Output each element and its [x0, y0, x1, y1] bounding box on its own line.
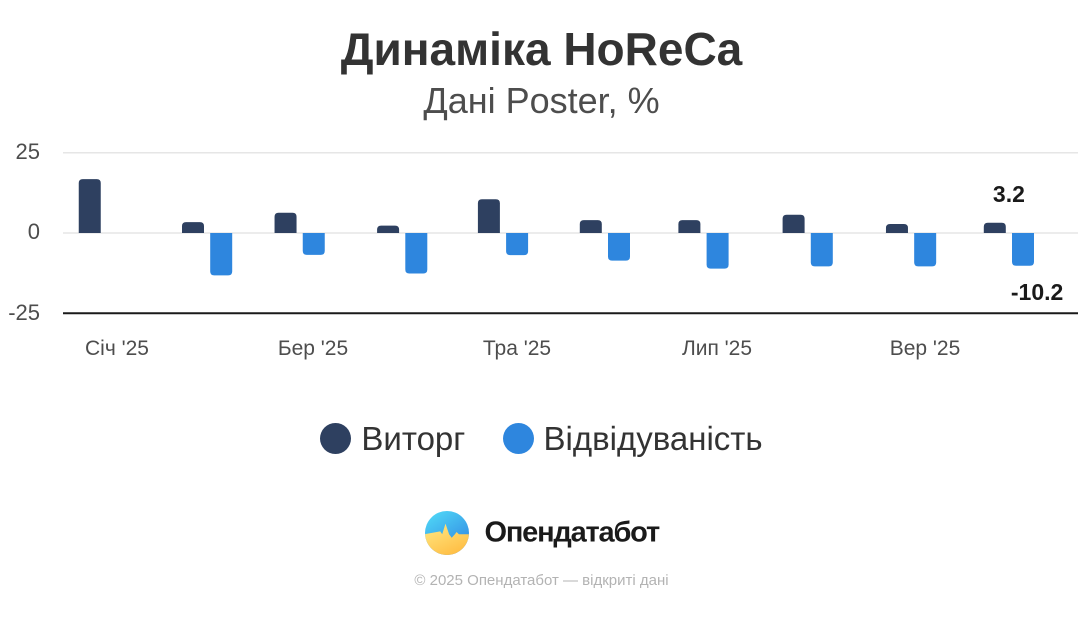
svg-text:-10.2: -10.2: [1011, 279, 1063, 305]
svg-text:3.2: 3.2: [993, 181, 1025, 207]
svg-text:0: 0: [28, 219, 40, 244]
svg-text:-25: -25: [8, 300, 40, 325]
svg-text:25: 25: [16, 139, 40, 164]
